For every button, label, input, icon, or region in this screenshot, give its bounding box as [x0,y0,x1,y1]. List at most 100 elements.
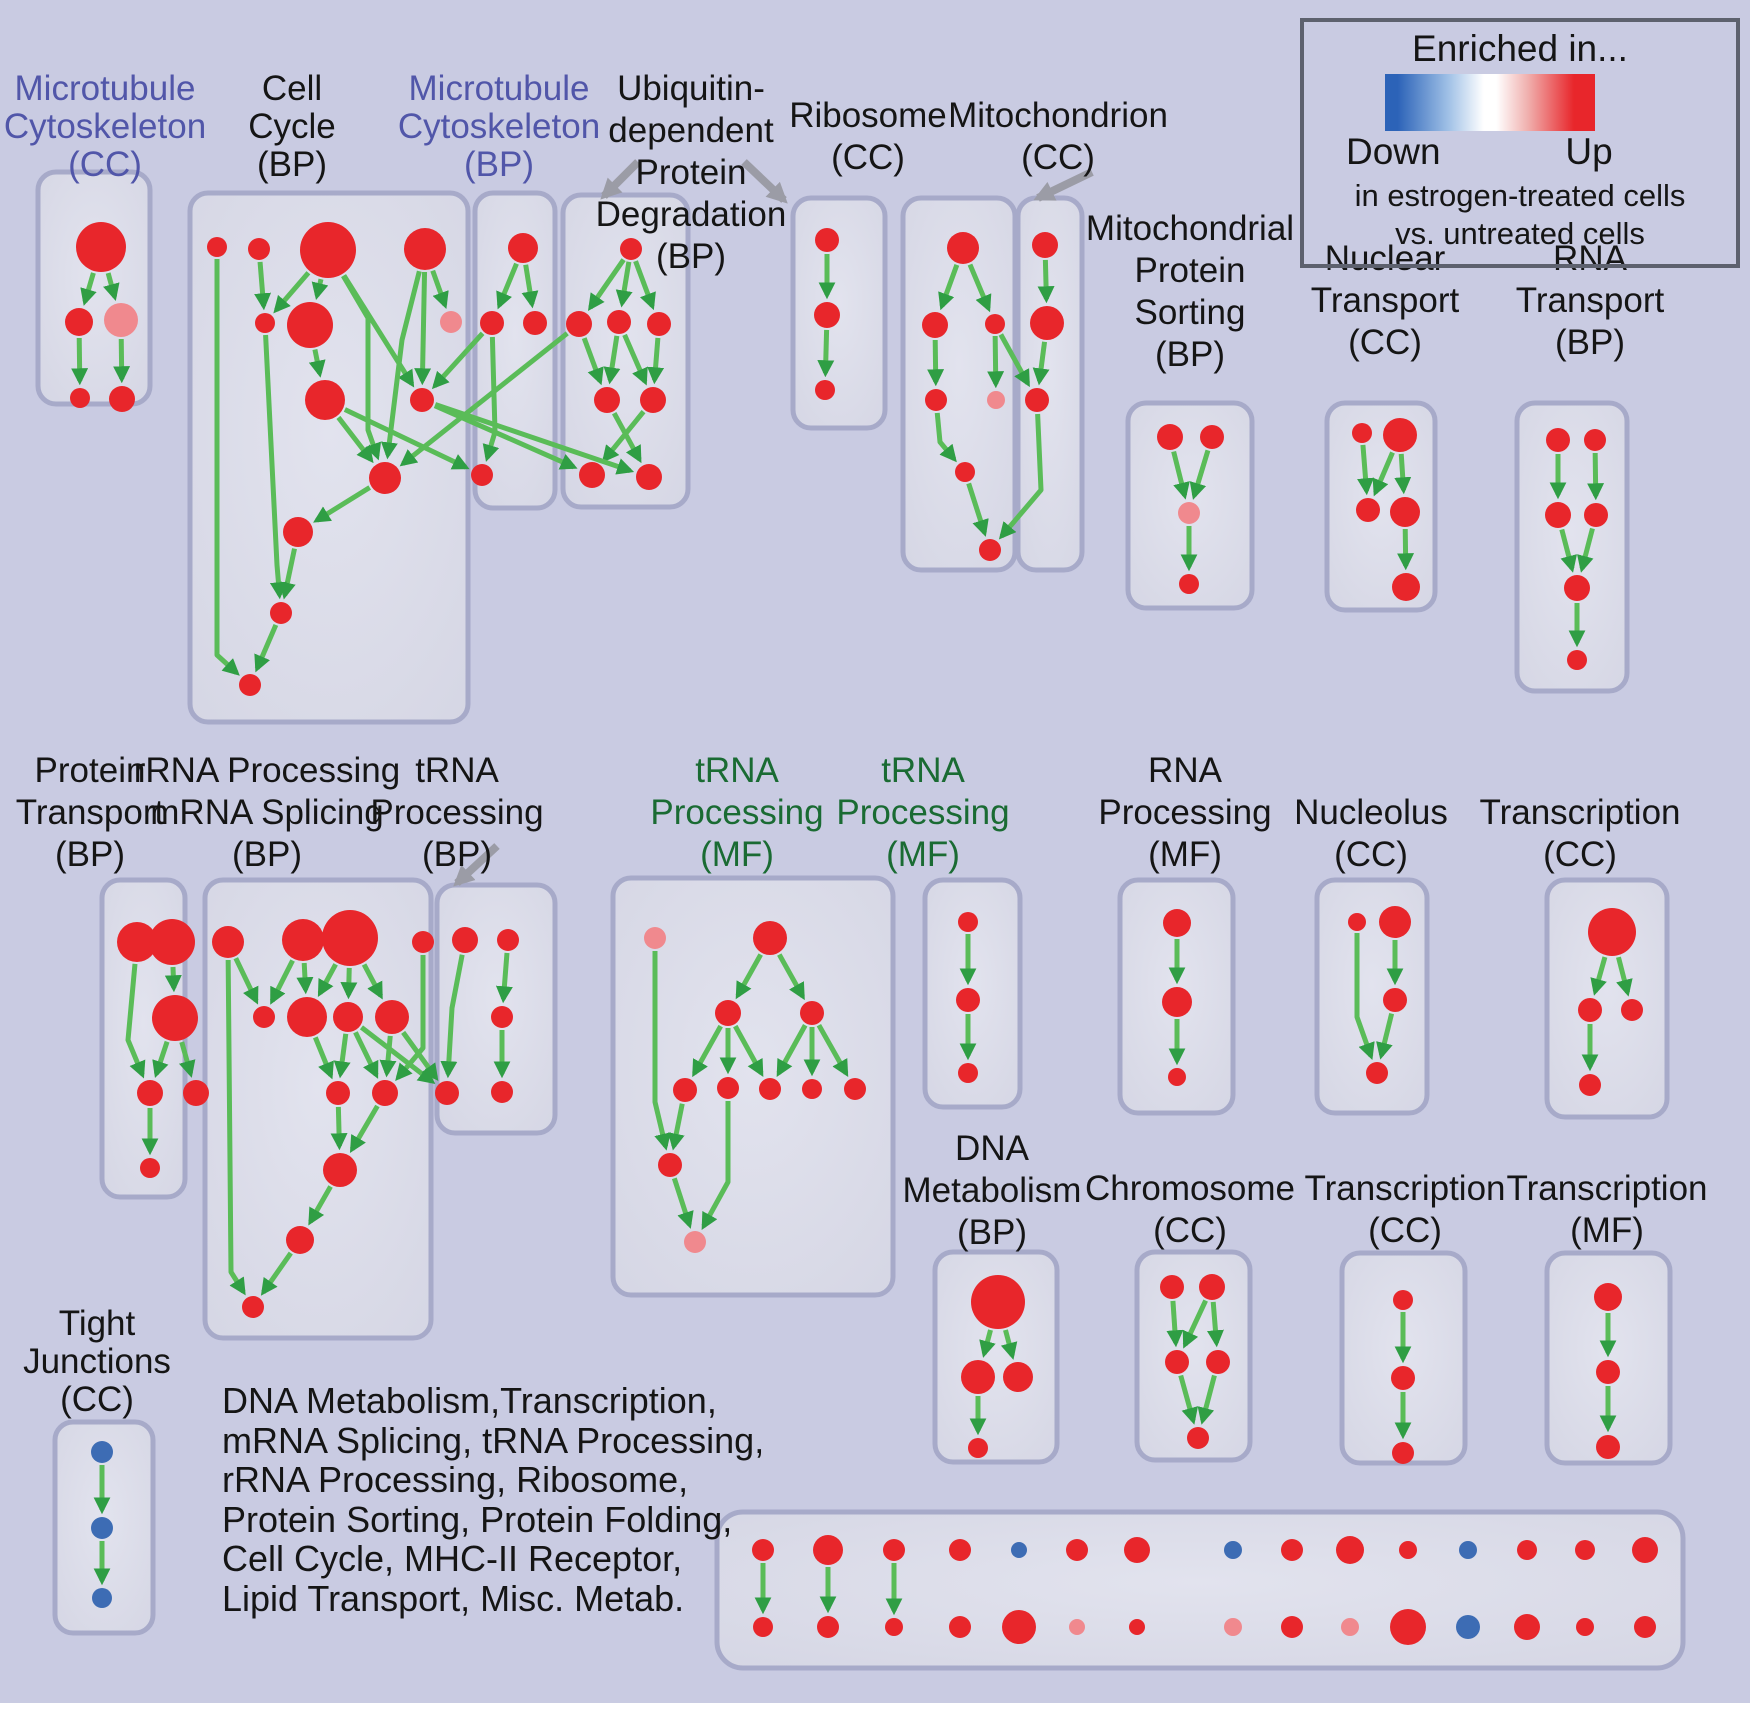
prot_t-edge [125,963,146,1079]
strip-bottom-node-5 [1069,1619,1085,1635]
strip-bottom-node-9 [1341,1618,1359,1636]
ribosome-node-6 [979,539,1001,561]
chromosome-edge [1197,1374,1217,1425]
cell_cycle-node-1 [248,238,270,260]
ubq_l-node-1 [566,311,592,337]
cell_cycle-edge [254,623,279,673]
rrna-node-10 [323,1153,357,1187]
legend-subtitle-1: in estrogen-treated cells [1354,178,1686,213]
nucleolus-edge [1376,1012,1395,1060]
ribosome-edge [987,335,1005,389]
rna_mf-node-0 [1163,909,1191,937]
tight_j-node-0 [91,1441,113,1463]
mt_bp-node-0 [508,233,538,263]
dna_met-box [932,1249,1060,1465]
strip-top-node-14 [1632,1537,1658,1563]
cell_cycle-edge [341,274,382,461]
legend-axis-labels: Down Up [1304,131,1736,177]
mt_cc-node-2 [104,303,138,337]
legend: Enriched in... Down Up in estrogen-treat… [1300,18,1740,268]
strip-top-node-11 [1459,1541,1477,1559]
mt_cc-box [35,169,153,407]
ubq_l-node-7 [636,464,662,490]
trans_cc2-edge [1616,956,1633,997]
trans_cc2-label: Transcription (CC) [1480,793,1681,874]
dna_met-node-0 [971,1275,1025,1329]
trna_bp-node-1 [497,929,519,951]
mps-node-3 [1179,574,1199,594]
trna_mf1-node-0 [644,927,666,949]
mitochondrion-arrow [1033,168,1094,202]
rrna-edge [333,1033,351,1079]
strip-top-node-12 [1517,1540,1537,1560]
rna_t-node-0 [1546,428,1570,452]
ribosome-node-2 [985,314,1005,334]
trna_mf1-edge [652,951,671,1151]
trna_mf2-node-0 [958,912,978,932]
chromosome-box [1134,1249,1253,1463]
trna_mf1-node-1 [753,921,787,955]
trna_mf2-node-2 [958,1063,978,1083]
mt_bp-label: Microtubule Cytoskeleton (BP) [398,69,600,184]
tight_j-label: Tight Junctions (CC) [23,1304,171,1419]
dna_met-node-1 [961,1360,995,1394]
trna_bp-node-0 [452,927,478,953]
ribosome-to-mito-edge [998,333,1030,388]
ribosome-edge [927,339,945,387]
trna_mf1-node-3 [800,1001,824,1025]
ubq_l-edge [622,333,648,386]
rna_t-label: RNA Transport (BP) [1516,239,1665,362]
rrna-edge [340,967,358,1000]
cell_cycle-node-12 [239,674,261,696]
dna_met-node-3 [968,1438,988,1458]
nucleolus-node-3 [1366,1062,1388,1084]
legend-up-label: Up [1565,131,1613,172]
misc-note-line-1: mRNA Splicing, tRNA Processing, [222,1419,765,1461]
legend-down-label: Down [1346,131,1441,172]
ubq_l-edge [615,261,633,308]
mps-node-1 [1200,425,1224,449]
ubq_r-node-2 [815,380,835,400]
rna_t-edge [1559,528,1577,573]
mt_bp-edge [521,264,539,309]
mt_cc-edge [103,272,120,301]
trna_mf1-edge [777,953,805,1001]
trna_mf1-edge [735,953,763,1000]
ubq_l-node-2 [607,310,631,334]
trna_mf1-edge [692,1024,723,1078]
tight_j-node-2 [92,1588,112,1608]
legend-gradient-bar [1385,74,1595,131]
trna_bp-node-2 [491,1006,513,1028]
rrna-node-5 [287,997,327,1037]
dna_met-node-2 [1003,1362,1033,1392]
cell_cycle-node-3 [404,228,446,270]
rrna-node-6 [333,1002,363,1032]
trans_mf-node-1 [1596,1360,1620,1384]
ubq_l-edge [601,410,646,463]
prot_t-edge [164,966,182,993]
mito-node-1 [1030,306,1064,340]
trans_cc2-node-1 [1578,998,1602,1022]
mt_cc-node-3 [70,388,90,408]
rna_t-node-3 [1584,503,1608,527]
cell_cycle-edge [308,349,326,378]
nucleolus-box [1314,877,1430,1116]
mps-edge [1171,450,1190,500]
trans_cc2-box [1544,877,1670,1120]
trna_mf1-node-6 [759,1078,781,1100]
rrna-node-9 [372,1080,398,1106]
misc-categories-note: DNA Metabolism,Transcription, mRNA Splici… [222,1381,764,1618]
tight_j-node-1 [91,1517,113,1539]
chromosome-node-0 [1160,1275,1184,1299]
rna_t-node-1 [1584,429,1606,451]
trna_mf1-node-8 [844,1078,866,1100]
misc-note-line-3: Protein Sorting, Protein Folding, [222,1498,733,1540]
mito-edge [1037,259,1055,304]
mt_bp-to-cell_cycle-edge [431,331,485,390]
rrna-node-0 [212,926,244,958]
trans_mf-box [1544,1250,1673,1466]
ribosome-node-4 [987,391,1005,409]
ribosome-node-0 [947,232,979,264]
cell_cycle-node-8 [410,388,434,412]
